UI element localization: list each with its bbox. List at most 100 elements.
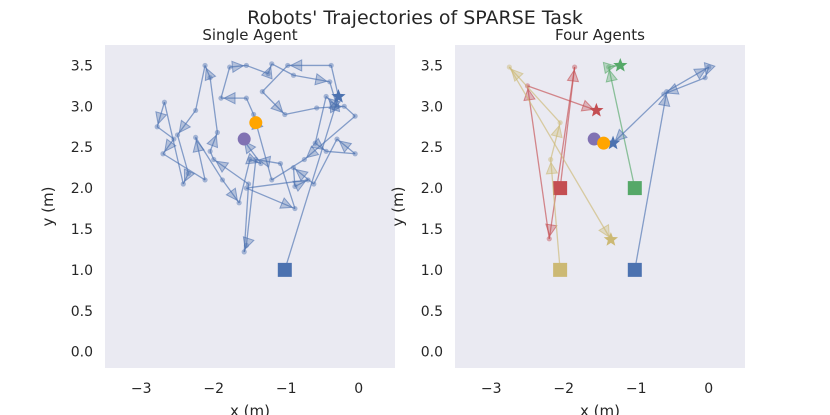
y-tick-label: 3.0: [71, 99, 93, 115]
waypoint: [352, 113, 358, 119]
x-tick-label: −2: [553, 381, 574, 397]
trajectory-segment: [255, 158, 281, 165]
waypoint: [202, 62, 208, 69]
start-marker: [627, 181, 642, 196]
figure-title: Robots' Trajectories of SPARSE Task: [247, 7, 583, 29]
trajectory-segment: [330, 65, 340, 97]
y-tick-label: 0.0: [421, 345, 443, 361]
goal-star-marker: [605, 135, 621, 150]
trajectory-segment: [314, 96, 327, 144]
waypoint: [706, 64, 712, 70]
trajectory-segment: [292, 167, 296, 187]
robot-marker: [237, 132, 251, 146]
goal-star-marker: [613, 57, 628, 72]
direction-arrow: [310, 137, 325, 151]
trajectory-segment: [527, 85, 597, 112]
y-tick-label: 2.0: [421, 181, 443, 197]
waypoint: [305, 177, 311, 183]
waypoint: [292, 205, 298, 212]
goal-star-marker: [603, 232, 619, 246]
y-tick-label: 0.5: [421, 304, 443, 320]
waypoint: [207, 148, 213, 154]
trajectory-segment: [245, 97, 255, 115]
trajectory-segment: [284, 107, 317, 116]
waypoint: [311, 181, 317, 187]
direction-arrow: [183, 168, 196, 183]
trajectory-segment: [194, 137, 206, 181]
x-tick-label: −1: [276, 381, 297, 397]
direction-arrow: [260, 65, 273, 80]
waypoint: [702, 75, 708, 81]
waypoint: [323, 148, 329, 154]
waypoint: [328, 62, 334, 69]
target-marker: [597, 136, 611, 150]
waypoint: [214, 129, 220, 136]
waypoint: [269, 177, 275, 183]
direction-arrow: [178, 119, 192, 134]
direction-arrow: [550, 124, 563, 139]
y-tick-label: 1.0: [421, 263, 443, 279]
waypoint: [161, 99, 168, 105]
trajectory-segment: [162, 153, 206, 181]
y-tick-label: 0.0: [71, 345, 93, 361]
direction-arrow: [665, 82, 680, 95]
start-marker: [553, 181, 568, 196]
direction-arrow: [602, 61, 617, 75]
trajectory-segment: [194, 65, 206, 111]
panel-single-agent: Single Agent −3 −2 −1 0 0.0 0.5 1.0 1.5 2.0 2.5 3.0…: [39, 26, 395, 415]
trajectory-segment: [329, 81, 338, 107]
waypoint: [572, 64, 578, 70]
trajectory-segment: [293, 74, 330, 83]
trajectory-segment: [209, 77, 219, 133]
trajectory-segment: [303, 115, 356, 160]
trajectory-segment: [209, 151, 215, 160]
y-axis-label: y (m): [39, 187, 57, 227]
waypoint: [282, 111, 288, 118]
waypoint: [180, 181, 186, 187]
waypoint: [227, 64, 233, 70]
direction-arrow: [657, 93, 671, 107]
direction-arrow: [327, 97, 342, 111]
trajectory-segment: [261, 91, 286, 115]
trajectory-segment: [271, 63, 294, 76]
trajectory-segment: [271, 158, 305, 181]
direction-arrow: [231, 60, 245, 74]
trajectory-segment: [663, 77, 706, 95]
trajectory-segment: [156, 102, 166, 127]
trajectory-segment: [548, 66, 576, 239]
x-tick-label: −2: [203, 381, 224, 397]
direction-arrow: [693, 68, 708, 80]
direction-arrow: [225, 187, 239, 202]
y-tick-label: 3.0: [421, 99, 443, 115]
waypoint: [285, 62, 291, 69]
x-axis-label: x (m): [230, 402, 270, 415]
trajectory-segment: [608, 66, 636, 189]
trajectory-segment: [267, 63, 273, 74]
trajectory-segment: [284, 96, 340, 271]
trajectory-segment: [213, 158, 249, 185]
trajectory-segment: [245, 159, 257, 246]
trajectory-segment: [246, 179, 309, 189]
x-tick-label: −1: [626, 381, 647, 397]
direction-arrow: [204, 67, 217, 82]
waypoint: [334, 136, 340, 142]
waypoint: [259, 89, 265, 95]
waypoint: [327, 79, 333, 85]
direction-arrow: [314, 73, 328, 86]
plot-area: [455, 45, 745, 368]
waypoint: [243, 62, 249, 69]
y-axis-label: y (m): [389, 187, 407, 227]
panel-title: Single Agent: [202, 26, 297, 44]
trajectory-segment: [704, 66, 710, 78]
panel-title: Four Agents: [555, 26, 645, 44]
waypoint: [193, 107, 199, 114]
direction-arrow: [222, 91, 236, 105]
goal-star-marker: [589, 102, 604, 117]
trajectory-segment: [246, 187, 296, 210]
goal-star-marker: [331, 89, 346, 103]
direction-arrow: [305, 145, 320, 159]
x-tick-label: 0: [704, 381, 713, 397]
waypoint: [211, 156, 217, 163]
direction-arrow: [164, 138, 177, 153]
